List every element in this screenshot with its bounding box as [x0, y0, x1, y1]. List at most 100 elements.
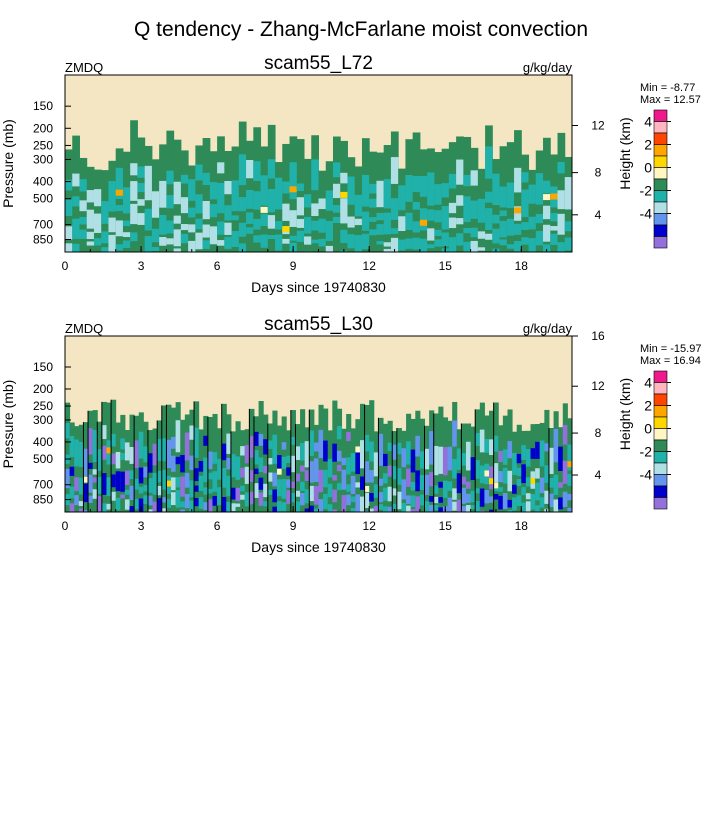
field-layer	[378, 433, 384, 466]
field-layer	[485, 146, 493, 179]
field-layer	[364, 461, 370, 483]
field-layer	[406, 468, 412, 487]
field-layer	[130, 163, 138, 176]
field-layer	[137, 213, 146, 225]
field-layer	[300, 442, 306, 461]
field-layer	[318, 218, 327, 233]
field-layer	[267, 440, 273, 449]
field-column	[535, 423, 541, 512]
field-layer	[184, 432, 190, 461]
field-layer	[69, 486, 75, 499]
field-layer	[120, 452, 126, 461]
field-layer	[557, 213, 566, 235]
field-layer	[514, 240, 522, 252]
field-layer	[567, 473, 572, 486]
field-layer	[221, 468, 227, 488]
field-layer	[65, 226, 73, 240]
field-layer	[318, 429, 324, 459]
field-layer	[74, 477, 80, 492]
field-layer	[557, 190, 566, 210]
field-layer	[267, 489, 273, 495]
colorbar-swatch	[653, 439, 668, 452]
field-column	[86, 166, 95, 252]
field-layer	[235, 456, 241, 480]
field-layer	[311, 239, 319, 244]
field-column	[412, 132, 421, 252]
field-layer	[378, 504, 384, 510]
y-tick-label: 300	[33, 413, 53, 427]
stat-max: Max = 12.57	[640, 94, 701, 106]
field-layer	[398, 216, 406, 232]
field-column	[456, 429, 462, 512]
field-layer	[184, 472, 190, 488]
field-layer	[383, 453, 389, 467]
field-layer	[369, 469, 375, 483]
field-layer	[452, 458, 458, 479]
field-layer	[550, 226, 559, 231]
field-layer	[78, 477, 84, 495]
field-layer	[332, 509, 338, 512]
field-blob	[260, 206, 269, 213]
field-layer	[289, 210, 298, 227]
field-layer	[147, 453, 154, 473]
field-layer	[120, 471, 126, 492]
field-layer	[406, 505, 412, 512]
field-layer	[194, 468, 200, 482]
field-layer	[479, 488, 485, 507]
y-tick-label: 400	[33, 435, 53, 449]
field-layer	[93, 189, 102, 207]
field-layer	[151, 246, 160, 252]
field-layer	[286, 467, 292, 476]
field-layer	[361, 233, 370, 250]
field-layer	[350, 452, 356, 472]
field-layer	[346, 494, 352, 506]
field-layer	[498, 451, 504, 463]
colorbar-swatch	[653, 236, 668, 249]
field-layer	[267, 215, 276, 229]
field-blob	[567, 461, 572, 468]
field-layer	[72, 218, 80, 239]
field-layer	[249, 491, 255, 505]
field-layer	[383, 212, 392, 235]
field-layer	[461, 453, 467, 466]
field-layer	[506, 244, 515, 249]
field-layer	[258, 492, 264, 506]
stat-min: Min = -8.77	[640, 82, 695, 94]
field-layer	[272, 472, 278, 487]
field-layer	[325, 245, 334, 252]
field-layer	[115, 471, 121, 492]
field-layer	[212, 452, 218, 464]
field-layer	[369, 183, 377, 194]
field-layer	[525, 493, 532, 500]
y-tick-label: 400	[33, 175, 53, 189]
field-layer	[332, 162, 341, 178]
field-layer	[282, 181, 291, 194]
field-layer	[138, 486, 144, 494]
field-layer	[419, 238, 428, 252]
field-layer	[470, 200, 479, 219]
field-layer	[83, 483, 89, 503]
field-layer	[340, 229, 348, 244]
field-column	[318, 404, 324, 512]
field-layer	[369, 198, 377, 208]
field-layer	[470, 505, 476, 510]
field-layer	[346, 457, 352, 475]
field-layer	[161, 469, 167, 490]
field-layer	[111, 453, 117, 465]
field-layer	[438, 481, 444, 488]
field-layer	[456, 195, 464, 206]
colorbar-swatch	[653, 224, 668, 237]
y-tick-label: 300	[33, 152, 53, 166]
contour-field	[65, 75, 572, 252]
field-layer	[277, 501, 283, 512]
field-layer	[327, 458, 333, 478]
field-layer	[355, 451, 361, 475]
field-layer	[304, 470, 310, 481]
field-layer	[485, 208, 493, 230]
field-layer	[525, 477, 532, 487]
field-layer	[151, 191, 160, 218]
field-layer	[448, 202, 457, 214]
field-layer	[313, 508, 319, 512]
field-layer	[535, 505, 541, 512]
field-layer	[175, 477, 181, 488]
